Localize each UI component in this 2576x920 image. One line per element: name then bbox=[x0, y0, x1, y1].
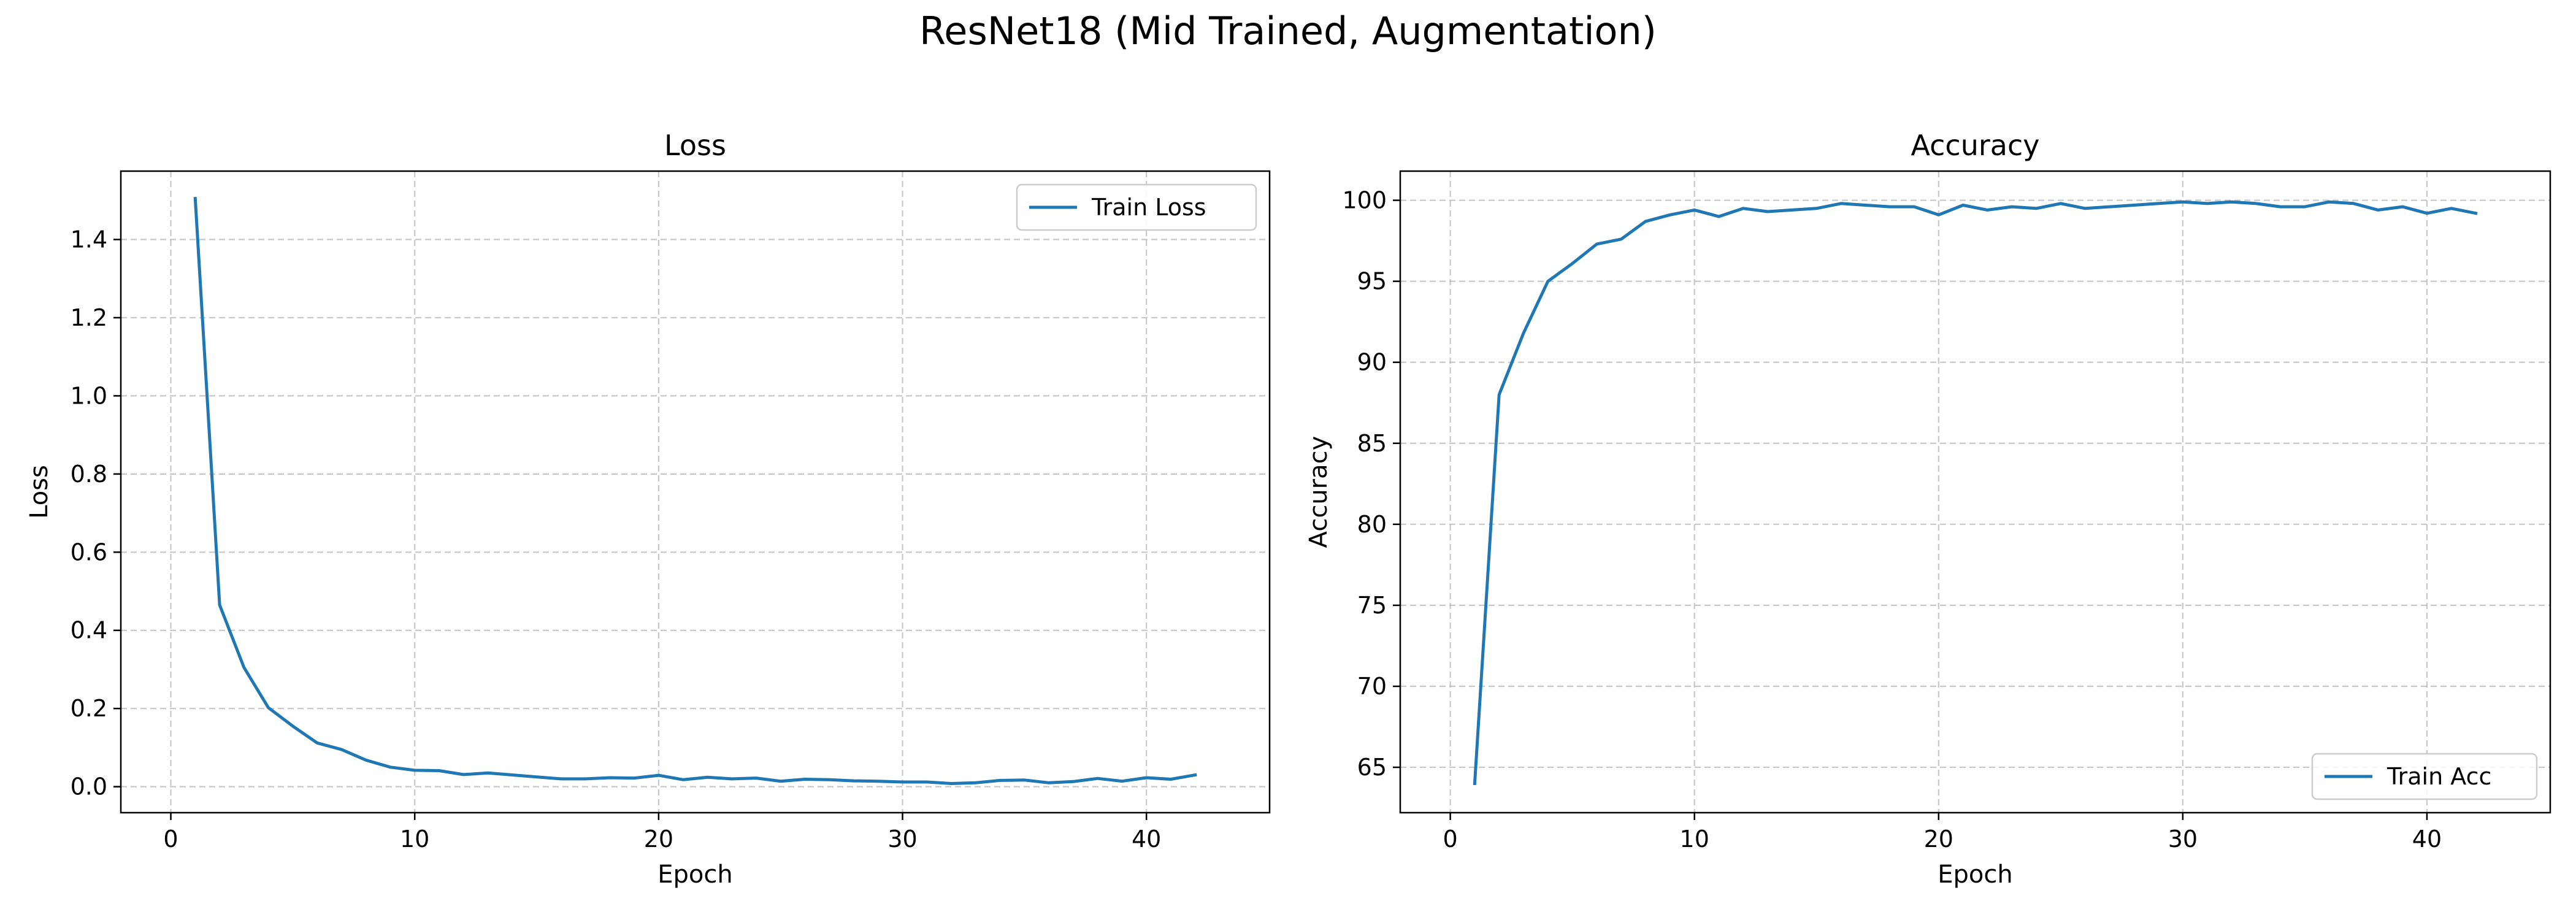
accuracy-x-tick-label: 40 bbox=[2412, 826, 2442, 853]
loss-legend-label: Train Loss bbox=[1091, 194, 1206, 221]
loss-legend: Train Loss bbox=[1016, 183, 1257, 231]
loss-x-tick-label: 40 bbox=[1132, 826, 1161, 853]
accuracy-axes-frame bbox=[1399, 170, 2551, 814]
accuracy-legend: Train Acc bbox=[2311, 753, 2538, 800]
loss-y-tick-label: 1.0 bbox=[71, 382, 107, 409]
accuracy-panel: 0 10 20 30 40 65 70 75 80 85 90 95 100 Accuracy Epoch A… bbox=[1305, 129, 2551, 889]
accuracy-x-tick-label: 30 bbox=[2168, 826, 2198, 853]
accuracy-y-tick-label: 80 bbox=[1357, 511, 1387, 538]
loss-legend-box bbox=[1016, 183, 1257, 231]
loss-y-tick-label: 0.4 bbox=[71, 617, 107, 644]
accuracy-title: Accuracy bbox=[1911, 129, 2039, 162]
accuracy-y-tick-label: 95 bbox=[1357, 268, 1387, 295]
accuracy-x-tick-label: 0 bbox=[1443, 826, 1458, 853]
loss-axes-frame bbox=[120, 170, 1271, 814]
accuracy-x-tick-label: 20 bbox=[1924, 826, 1953, 853]
loss-x-axis-label: Epoch bbox=[657, 861, 732, 889]
loss-y-tick-label: 0.6 bbox=[71, 539, 107, 565]
loss-y-tick-label: 0.8 bbox=[71, 461, 107, 488]
accuracy-x-axis-label: Epoch bbox=[1938, 861, 2012, 889]
accuracy-legend-label: Train Acc bbox=[2386, 763, 2491, 790]
accuracy-y-tick-label: 100 bbox=[1342, 187, 1387, 214]
loss-series-line bbox=[193, 196, 1197, 785]
loss-y-tick-label: 1.2 bbox=[71, 304, 107, 331]
accuracy-y-tick-label: 70 bbox=[1357, 673, 1387, 700]
loss-y-axis-label: Loss bbox=[25, 465, 53, 519]
accuracy-y-axis-label: Accuracy bbox=[1305, 436, 1333, 548]
loss-y-tick-label: 1.4 bbox=[71, 226, 107, 253]
loss-y-tick-label: 0.0 bbox=[71, 773, 107, 800]
accuracy-y-tick-label: 90 bbox=[1357, 349, 1387, 376]
accuracy-series-line bbox=[1473, 200, 2478, 786]
loss-y-tick-label: 0.2 bbox=[71, 695, 107, 722]
accuracy-legend-box bbox=[2311, 753, 2538, 800]
figure-title: ResNet18 (Mid Trained, Augmentation) bbox=[919, 9, 1657, 53]
loss-x-tick-label: 20 bbox=[644, 826, 673, 853]
accuracy-y-tick-label: 85 bbox=[1357, 430, 1387, 457]
loss-x-tick-label: 0 bbox=[163, 826, 178, 853]
loss-panel: 0 10 20 30 40 0.0 0.2 0.4 0.6 0.8 1.0 1.2 1.4 Loss Epo… bbox=[25, 129, 1271, 889]
loss-x-tick-label: 30 bbox=[887, 826, 917, 853]
accuracy-y-tick-label: 65 bbox=[1357, 754, 1387, 781]
loss-title: Loss bbox=[664, 129, 726, 162]
accuracy-y-tick-label: 75 bbox=[1357, 592, 1387, 619]
loss-x-tick-label: 10 bbox=[400, 826, 429, 853]
accuracy-x-tick-label: 10 bbox=[1680, 826, 1709, 853]
